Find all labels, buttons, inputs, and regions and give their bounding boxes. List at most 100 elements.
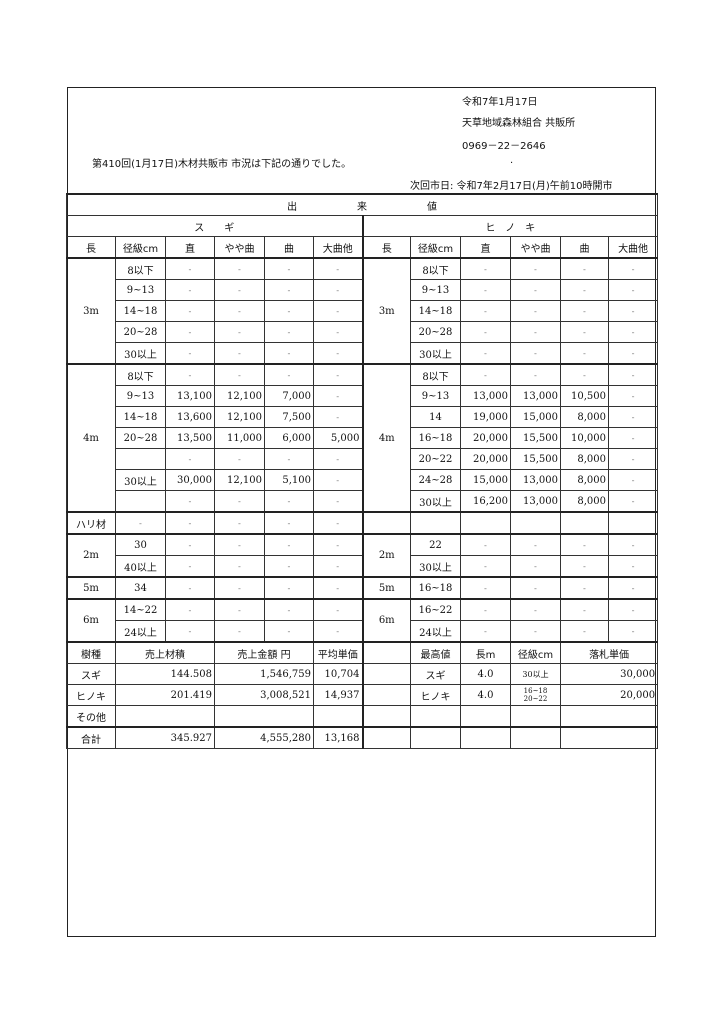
price-cell: -: [607, 448, 659, 470]
table-row: 20~28- - - -20~28- - - -: [67, 321, 659, 343]
price-cell: 20,000: [460, 448, 511, 470]
price-cell: 19,000: [460, 406, 511, 428]
summary-row: スギ 144.508 1,546,759 10,704 スギ 4.0 30以上 30,000: [66, 663, 659, 685]
average-cell: 13,168: [313, 726, 363, 749]
price-cell: -: [313, 300, 363, 322]
table-row: 9~13 13,100 12,100 7,000-9~13 13,000 13,000 10…: [67, 385, 659, 407]
diameter-cell: 20~28: [115, 427, 166, 449]
price-cell: -: [165, 448, 215, 470]
price-cell: [460, 511, 511, 535]
diameter-cell: 14~18: [115, 406, 166, 428]
price-cell: -: [313, 555, 363, 578]
price-cell: -: [264, 533, 314, 556]
table-row: - - - -30以上 16,200 13,000 8,000-: [67, 490, 659, 513]
price-cell: -: [264, 490, 314, 513]
table-row: 30以上 - - - -30以上 - - - -: [67, 342, 659, 365]
column-header: 長: [361, 236, 411, 259]
length-cell: ハリ材: [66, 511, 116, 535]
price-cell: -: [510, 598, 561, 621]
length-cell: 5m: [66, 576, 116, 600]
price-cell: -: [214, 511, 265, 535]
column-header: やや曲: [510, 236, 561, 259]
column-header: 曲: [560, 236, 609, 259]
diameter-cell: 8以下: [115, 257, 166, 280]
top-species-cell: [410, 726, 461, 749]
column-header: 直: [460, 236, 511, 259]
table-row: 9~13- - - -9~13- - - -: [67, 279, 659, 301]
price-cell: 13,000: [510, 469, 561, 491]
column-header: 大曲他: [607, 236, 659, 259]
diameter-cell: [410, 511, 461, 535]
diameter-cell: 24~28: [410, 469, 461, 491]
price-cell: -: [313, 598, 363, 621]
diameter-cell: 14: [410, 406, 461, 428]
length-cell: 6m: [361, 598, 411, 643]
price-cell: -: [264, 257, 314, 280]
table-row: 40以上 - - - -30以上 - - - -: [67, 555, 659, 578]
diameter-cell: 20~22: [410, 448, 461, 470]
price-cell: -: [313, 448, 363, 470]
table-row: 4m 8以下 - - - -4m 8以下 - - - -: [66, 363, 659, 513]
price-cell: -: [560, 555, 609, 578]
price-cell: -: [607, 555, 659, 578]
table-row: 6m 14~22- - - -6m 16~22- - - -: [66, 598, 659, 643]
price-table: 出 来 値ス ギヒ ノ キ長径級cm 直やや曲曲大曲他長径級cm 直やや曲曲大曲他 3…: [65, 193, 659, 749]
price-cell: -: [510, 555, 561, 578]
price-cell: 15,500: [510, 427, 561, 449]
price-cell: 12,100: [214, 385, 265, 407]
species-cell: 合計: [66, 726, 116, 749]
price-cell: -: [313, 321, 363, 343]
price-cell: -: [165, 342, 215, 365]
price-cell: -: [264, 321, 314, 343]
diameter-cell: 8以下: [410, 363, 461, 386]
diameter-cell: [115, 490, 166, 513]
column-header: 径級cm: [410, 236, 461, 259]
price-cell: -: [460, 321, 511, 343]
price-cell: -: [607, 385, 659, 407]
price-cell: -: [510, 321, 561, 343]
price-cell: 30,000: [165, 469, 215, 491]
price-cell: -: [510, 363, 561, 386]
diameter-cell: 16~18: [410, 427, 461, 449]
price-cell: 12,100: [214, 406, 265, 428]
price-cell: -: [607, 469, 659, 491]
amount-cell: [214, 705, 314, 728]
diameter-cell: 30: [115, 533, 166, 556]
dot-mark: .: [510, 155, 514, 166]
price-cell: 8,000: [560, 448, 609, 470]
amount-cell: 1,546,759: [214, 663, 314, 685]
top-species-cell: スギ: [410, 663, 461, 685]
length-cell: 4m: [361, 363, 411, 513]
price-cell: -: [165, 279, 215, 301]
column-header: 長: [66, 236, 116, 259]
price-cell: -: [165, 300, 215, 322]
table-row: ハリ材 - - - - -: [66, 511, 659, 535]
diameter-cell: 8以下: [115, 363, 166, 386]
price-cell: -: [214, 620, 265, 643]
price-cell: -: [214, 300, 265, 322]
price-cell: 13,000: [510, 490, 561, 513]
price-cell: 10,000: [560, 427, 609, 449]
price-cell: 15,000: [510, 406, 561, 428]
price-cell: -: [214, 342, 265, 365]
price-cell: -: [313, 406, 363, 428]
summary-row: 合計 345.927 4,555,280 13,168: [66, 726, 659, 749]
price-cell: -: [313, 511, 363, 535]
length-cell: [460, 726, 511, 749]
species-cell: その他: [66, 705, 116, 728]
length-cell: [460, 705, 511, 728]
price-cell: -: [607, 598, 659, 621]
price-cell: [607, 511, 659, 535]
price-cell: 7,500: [264, 406, 314, 428]
column-header: やや曲: [214, 236, 265, 259]
price-cell: 15,000: [460, 469, 511, 491]
blank-cell: [361, 663, 411, 685]
price-cell: -: [165, 620, 215, 643]
price-cell: -: [607, 300, 659, 322]
length-cell: 3m: [361, 257, 411, 365]
sugi-header: ス ギ: [66, 215, 363, 237]
diameter-cell: 40以上: [115, 555, 166, 578]
price-cell: -: [560, 598, 609, 621]
price-cell: -: [560, 300, 609, 322]
diameter-cell: 9~13: [115, 385, 166, 407]
